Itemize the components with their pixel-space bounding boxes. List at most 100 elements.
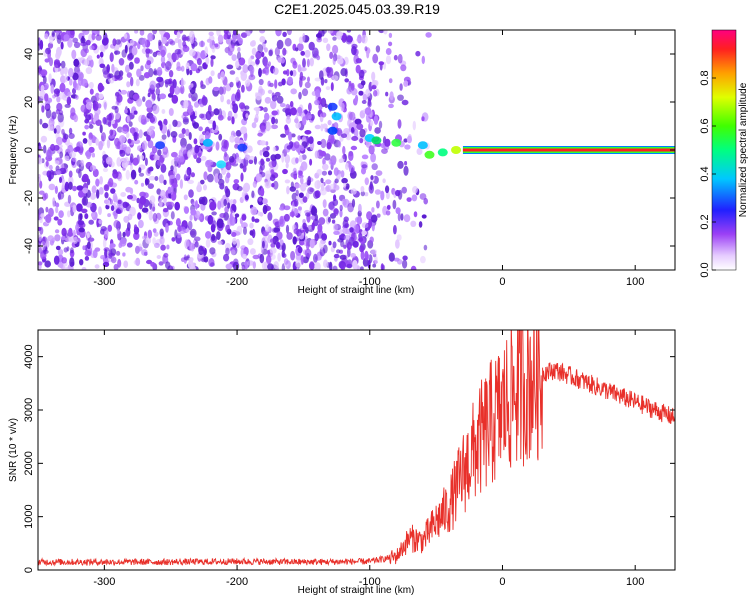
noise-cell xyxy=(55,170,62,175)
noise-cell xyxy=(56,102,63,112)
noise-cell xyxy=(297,64,302,73)
noise-cell xyxy=(210,70,215,77)
noise-cell xyxy=(297,135,302,141)
noise-cell xyxy=(60,60,66,69)
noise-cell xyxy=(210,55,216,60)
noise-cell xyxy=(337,238,344,243)
noise-cell xyxy=(298,154,303,163)
noise-cell xyxy=(350,188,357,195)
y-tick-label: -40 xyxy=(23,238,35,254)
noise-cell xyxy=(403,138,408,143)
noise-cell xyxy=(124,109,128,114)
noise-cell xyxy=(169,85,175,96)
noise-cell xyxy=(308,136,314,145)
noise-cell xyxy=(300,255,304,265)
noise-cell xyxy=(317,223,323,233)
noise-cell xyxy=(171,52,177,63)
noise-cell xyxy=(330,160,336,166)
noise-cell xyxy=(374,127,381,134)
noise-cell xyxy=(328,240,332,246)
noise-cell xyxy=(235,60,240,69)
noise-cell xyxy=(130,164,133,171)
noise-cell xyxy=(233,179,240,184)
noise-cell xyxy=(205,231,212,239)
noise-cell xyxy=(397,119,402,129)
noise-cell xyxy=(72,204,77,213)
noise-cell xyxy=(333,230,340,235)
noise-cell xyxy=(147,140,154,149)
noise-cell xyxy=(271,116,276,125)
noise-cell xyxy=(85,101,93,110)
noise-cell xyxy=(223,198,227,207)
noise-cell xyxy=(300,177,304,185)
noise-cell xyxy=(223,253,230,262)
noise-cell xyxy=(114,70,121,80)
noise-cell xyxy=(174,37,180,44)
noise-cell xyxy=(299,240,305,246)
noise-cell xyxy=(175,218,181,227)
noise-cell xyxy=(235,238,240,249)
noise-cell xyxy=(231,44,235,49)
noise-cell xyxy=(314,233,319,242)
noise-cell xyxy=(265,141,269,146)
colorbar-tick-label: 0.0 xyxy=(699,262,711,277)
noise-cell xyxy=(371,163,378,171)
noise-cell xyxy=(143,72,151,79)
noise-cell xyxy=(191,42,195,49)
noise-cell xyxy=(182,36,189,41)
noise-cell xyxy=(368,145,375,155)
noise-cell xyxy=(91,185,97,194)
noise-cell xyxy=(294,118,299,124)
noise-cell xyxy=(189,69,193,76)
noise-cell xyxy=(232,199,237,205)
noise-cell xyxy=(63,133,69,140)
noise-cell xyxy=(269,238,276,243)
noise-cell xyxy=(154,242,160,248)
signal-blob xyxy=(155,141,166,150)
noise-cell xyxy=(302,256,309,264)
noise-cell xyxy=(69,257,75,267)
noise-cell xyxy=(55,30,62,34)
noise-cell xyxy=(216,218,224,229)
noise-cell xyxy=(127,138,132,144)
noise-cell xyxy=(300,67,307,72)
noise-cell xyxy=(400,64,407,72)
noise-cell xyxy=(339,209,343,218)
noise-cell xyxy=(59,176,62,183)
noise-cell xyxy=(45,240,50,248)
noise-cell xyxy=(204,46,209,57)
noise-cell xyxy=(251,47,257,56)
noise-cell xyxy=(251,216,255,223)
noise-cell xyxy=(212,220,217,229)
noise-cell xyxy=(156,159,164,166)
noise-cell xyxy=(337,140,342,148)
noise-cell xyxy=(360,186,365,193)
noise-cell xyxy=(286,145,292,150)
noise-cell xyxy=(57,112,64,123)
noise-cell xyxy=(76,185,84,191)
noise-cell xyxy=(116,228,120,234)
colorbar-ticks: 0.0 0.2 0.4 0.6 0.8 xyxy=(699,70,716,278)
noise-cell xyxy=(51,30,55,38)
noise-cell xyxy=(279,239,284,246)
colorbar-tick-label: 0.4 xyxy=(699,166,711,181)
noise-cell xyxy=(189,214,193,221)
noise-cell xyxy=(290,101,294,108)
noise-cell xyxy=(276,241,281,249)
noise-cell xyxy=(314,124,321,130)
noise-cell xyxy=(66,96,72,106)
noise-cell xyxy=(376,200,380,209)
noise-cell xyxy=(170,131,178,138)
noise-cell xyxy=(264,63,270,69)
x-tick-label: 100 xyxy=(626,576,644,588)
noise-cell xyxy=(176,31,181,39)
noise-cell xyxy=(182,116,189,123)
noise-cell xyxy=(217,173,223,181)
noise-cell xyxy=(209,201,217,211)
noise-cell xyxy=(125,132,130,138)
noise-cell xyxy=(79,213,83,221)
noise-cell xyxy=(38,234,42,242)
noise-cell xyxy=(385,48,392,55)
noise-cell xyxy=(84,250,92,257)
noise-cell xyxy=(39,90,46,99)
